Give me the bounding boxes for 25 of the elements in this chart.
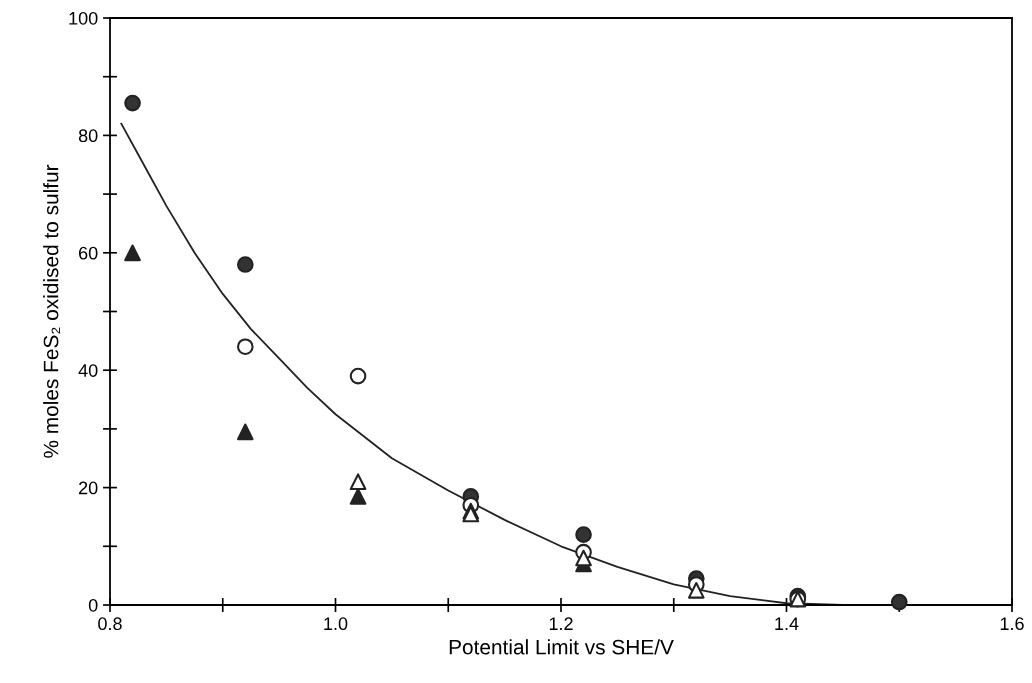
y-axis-title: % moles FeS₂ oxidised to sulfur [43, 164, 60, 458]
x-axis-title: Potential Limit vs SHE/V [449, 639, 674, 655]
point [890, 593, 908, 611]
y-tick-label: 100 [69, 11, 98, 25]
x-tick-label: 1.2 [549, 617, 573, 630]
point [575, 526, 592, 543]
point [349, 473, 367, 491]
y-tick-label: 0 [88, 598, 98, 612]
point [124, 94, 141, 112]
y-tick-label: 60 [79, 246, 98, 260]
y-tick-label: 80 [78, 129, 98, 143]
x-tick-label: 1.4 [775, 617, 799, 630]
y-tick-label: 20 [79, 481, 98, 495]
x-tick-label: 1.6 [1000, 617, 1024, 631]
point [124, 244, 141, 262]
text: 1.0 [324, 617, 348, 631]
y-tick-label: 40 [78, 364, 98, 377]
point [236, 423, 254, 441]
point [349, 488, 367, 505]
point [687, 582, 705, 599]
point [236, 256, 254, 273]
x-tick-label: 0.8 [98, 617, 122, 631]
point [236, 338, 254, 356]
point [575, 549, 592, 567]
point [349, 367, 367, 385]
